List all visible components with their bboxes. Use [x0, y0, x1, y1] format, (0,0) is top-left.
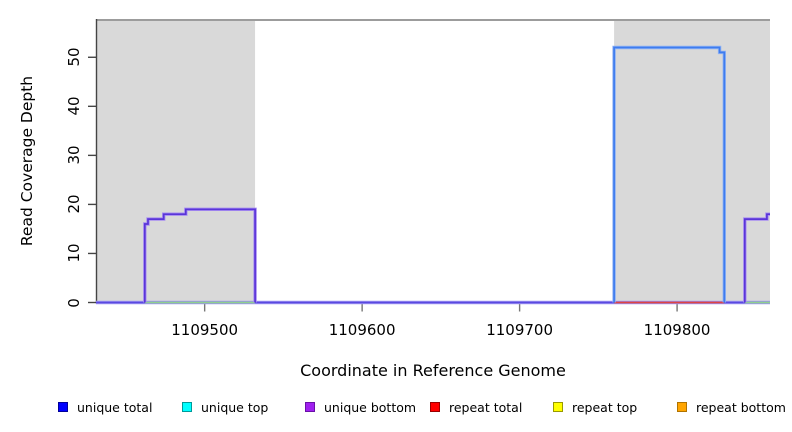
legend-item-unique-total: unique total: [58, 398, 152, 416]
legend-swatch-unique-total: [58, 402, 68, 412]
legend-item-unique-top: unique top: [182, 398, 268, 416]
legend-label-unique-bottom: unique bottom: [324, 399, 417, 415]
x-tick-label: 1109800: [643, 321, 711, 339]
legend-label-repeat-total: repeat total: [449, 399, 523, 415]
legend-swatch-repeat-top: [553, 402, 563, 412]
legend-swatch-repeat-bottom: [677, 402, 687, 412]
unique-bottom-right-block-line: [743, 213, 770, 303]
x-axis-title: Coordinate in Reference Genome: [300, 361, 566, 380]
legend-swatch-unique-top: [182, 402, 192, 412]
legend-item-repeat-total: repeat total: [430, 398, 522, 416]
legend-item-repeat-bottom: repeat bottom: [677, 398, 786, 416]
y-tick-label: 40: [65, 96, 83, 116]
legend-label-unique-top: unique top: [201, 399, 269, 415]
y-tick-label: 50: [65, 47, 83, 67]
legend-label-unique-total: unique total: [77, 399, 153, 415]
legend-swatch-repeat-total: [430, 402, 440, 412]
legend-item-unique-bottom: unique bottom: [305, 398, 416, 416]
y-tick-label: 10: [65, 243, 83, 263]
shaded-region-1: [614, 20, 770, 304]
unique-bottom-left-block-line: [143, 208, 256, 303]
legend-label-repeat-top: repeat top: [572, 399, 638, 415]
y-tick-label: 20: [65, 194, 83, 214]
x-tick-label: 1109500: [171, 321, 239, 339]
unique-total-block-line: [613, 46, 726, 303]
y-tick-label: 0: [65, 297, 83, 308]
y-tick-label: 30: [65, 145, 83, 165]
x-tick-label: 1109600: [328, 321, 396, 339]
x-tick-label: 1109700: [486, 321, 554, 339]
legend-label-repeat-bottom: repeat bottom: [696, 399, 786, 415]
legend-swatch-unique-bottom: [305, 402, 315, 412]
y-axis-title: Read Coverage Depth: [18, 75, 36, 247]
legend-item-repeat-top: repeat top: [553, 398, 637, 416]
shaded-region-0: [96, 20, 256, 304]
